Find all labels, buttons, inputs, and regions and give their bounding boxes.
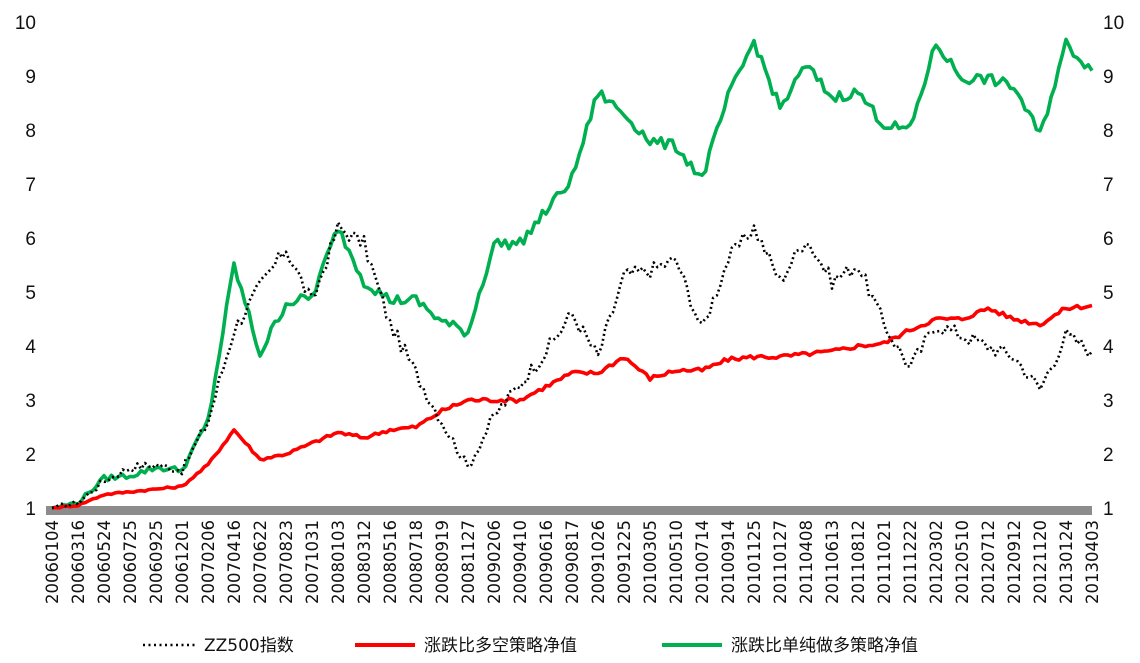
x-tick-label: 20100305 [641,520,660,604]
y-axis-right: 1 2 3 4 5 6 7 8 9 10 [1103,13,1124,520]
x-tick-label: 20060725 [121,520,140,604]
x-tick-label: 20060925 [147,520,166,604]
y-tick-label-left: 6 [25,229,36,250]
x-tick-label: 20060104 [43,520,62,604]
y-tick-label-right: 2 [1103,445,1114,466]
x-axis-band [46,506,1092,515]
y-tick-label-right: 5 [1103,283,1114,304]
x-tick-label: 20111021 [875,520,894,604]
x-tick-label: 20090616 [537,520,556,604]
x-tick-label: 20100914 [719,520,738,604]
legend-label-longonly: 涨跌比单纯做多策略净值 [731,636,918,656]
y-tick-label-right: 7 [1103,175,1114,196]
y-tick-label-right: 3 [1103,391,1114,412]
x-tick-label: 20080312 [355,520,374,604]
x-tick-label: 20120712 [979,520,998,604]
x-tick-label: 20091026 [589,520,608,604]
x-tick-label: 20110812 [849,520,868,604]
y-tick-label-left: 1 [25,499,36,520]
x-tick-label: 20060524 [95,520,114,604]
legend: ZZ500指数 涨跌比多空策略净值 涨跌比单纯做多策略净值 [143,636,918,656]
x-tick-label: 20110408 [797,520,816,604]
y-tick-label-left: 5 [25,283,36,304]
legend-label-zz500: ZZ500指数 [204,636,294,656]
x-tick-label: 20120302 [927,520,946,604]
x-tick-label: 20080919 [433,520,452,604]
legend-label-longshort: 涨跌比多空策略净值 [424,636,577,656]
series-line-1 [51,303,1093,510]
y-tick-label-left: 9 [25,67,36,88]
y-tick-label-right: 10 [1103,13,1124,34]
x-tick-label: 20110127 [771,520,790,604]
x-tick-label: 20100510 [667,520,686,604]
y-tick-label-left: 4 [25,337,36,358]
y-axis-left: 1 2 3 4 5 6 7 8 9 10 [15,13,37,520]
y-tick-label-left: 10 [15,13,36,34]
y-tick-label-right: 6 [1103,229,1114,250]
x-tick-label: 20120510 [953,520,972,604]
x-tick-label: 20061201 [173,520,192,604]
series-layer [51,37,1094,510]
y-tick-label-right: 8 [1103,121,1114,142]
x-tick-label: 20090206 [485,520,504,604]
x-tick-label: 20071031 [303,520,322,604]
x-tick-label: 20100714 [693,520,712,604]
y-tick-label-left: 2 [25,445,36,466]
x-tick-label: 20091225 [615,520,634,604]
y-tick-label-right: 1 [1103,499,1114,520]
x-tick-label: 20070416 [225,520,244,604]
x-tick-label: 20090410 [511,520,530,604]
x-tick-label: 20090817 [563,520,582,604]
x-tick-label: 20121120 [1031,520,1050,604]
y-tick-label-right: 4 [1103,337,1114,358]
x-tick-label: 20111222 [901,520,920,604]
x-tick-label: 20110613 [823,520,842,604]
x-tick-label: 20070622 [251,520,270,604]
x-tick-label: 20101125 [745,520,764,604]
x-tick-label: 20070206 [199,520,218,604]
x-tick-label: 20070823 [277,520,296,604]
x-tick-label: 20080103 [329,520,348,604]
x-tick-label: 20081127 [459,520,478,604]
y-tick-label-left: 3 [25,391,36,412]
x-tick-label: 20120912 [1005,520,1024,604]
y-tick-label-right: 9 [1103,67,1114,88]
x-tick-label: 20130124 [1057,520,1076,604]
x-tick-label: 20130403 [1083,520,1102,604]
x-tick-label: 20080516 [381,520,400,604]
series-line-2 [51,37,1094,510]
y-tick-label-left: 8 [25,121,36,142]
y-tick-label-left: 7 [25,175,36,196]
x-axis-labels: 20060104 20060316 20060524 20060725 20060925… [43,520,1102,604]
x-tick-label: 20080718 [407,520,426,604]
x-tick-label: 20060316 [69,520,88,604]
